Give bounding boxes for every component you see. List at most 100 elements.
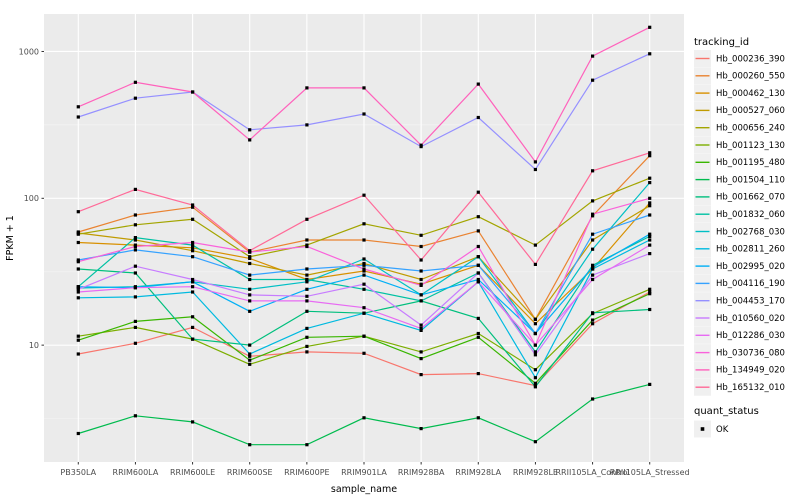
data-point: [419, 293, 423, 297]
data-point: [248, 293, 252, 297]
data-point: [476, 115, 480, 120]
data-point: [533, 376, 537, 380]
data-point: [133, 187, 137, 191]
data-point: [648, 201, 652, 205]
data-point: [362, 261, 366, 266]
x-tick-label: RRIM901LA: [341, 468, 387, 477]
data-point: [248, 287, 252, 291]
data-point: [362, 238, 366, 242]
data-point: [133, 236, 137, 240]
data-point: [419, 427, 423, 431]
data-point: [591, 397, 595, 401]
data-point: [133, 271, 137, 275]
data-point: [191, 277, 195, 282]
data-point: [133, 264, 137, 268]
data-point: [419, 233, 423, 237]
data-point: [76, 210, 80, 214]
data-point: [133, 295, 137, 299]
y-tick-label: 100: [24, 194, 39, 203]
data-point: [133, 414, 137, 418]
data-point: [476, 372, 480, 376]
data-point: [362, 311, 366, 315]
legend-label: Hb_002995_020: [716, 262, 785, 272]
data-point: [133, 325, 137, 329]
legend: Hb_000236_390 Hb_000260_550 Hb_000462_130 H…: [694, 50, 785, 438]
legend-label: Hb_165132_010: [716, 383, 785, 393]
data-point: [133, 341, 137, 345]
data-point: [305, 335, 309, 339]
data-point: [419, 277, 423, 282]
data-point: [305, 123, 309, 127]
data-point: [248, 138, 252, 142]
data-point: [191, 240, 195, 245]
data-point: [362, 269, 366, 273]
data-point: [533, 243, 537, 247]
legend-label: Hb_001832_060: [716, 210, 785, 220]
data-point: [133, 238, 137, 242]
data-point: [305, 294, 309, 298]
data-point: [648, 234, 652, 238]
data-point: [305, 244, 309, 249]
data-point: [362, 222, 366, 226]
data-point: [476, 215, 480, 219]
data-point: [362, 193, 366, 197]
data-point: [133, 286, 137, 290]
data-point: [191, 280, 195, 284]
data-point: [362, 267, 366, 271]
data-point: [133, 213, 137, 217]
data-point: [305, 350, 309, 354]
data-point: [76, 258, 80, 262]
data-point: [648, 252, 652, 256]
legend-label: Hb_010560_020: [716, 314, 785, 324]
data-point: [76, 240, 80, 245]
data-point: [591, 322, 595, 326]
data-point: [476, 280, 480, 284]
data-point: [533, 343, 537, 347]
legend-label: Hb_001123_130: [716, 141, 785, 151]
data-point: [305, 309, 309, 313]
legend-title-quant-status: quant_status: [694, 406, 759, 417]
data-point: [648, 238, 652, 242]
data-point: [648, 196, 652, 200]
data-point: [648, 25, 652, 29]
data-point: [133, 80, 137, 84]
x-tick-label: RRIM928BA: [398, 468, 445, 477]
data-point: [533, 262, 537, 266]
data-point: [305, 326, 309, 330]
data-point: [191, 337, 195, 341]
data-point: [591, 212, 595, 216]
data-point: [362, 416, 366, 420]
data-point: [476, 229, 480, 233]
legend-label: Hb_002768_030: [716, 227, 785, 237]
data-point: [248, 358, 252, 362]
x-tick-label: RRIM928LE: [513, 468, 558, 477]
data-point: [191, 325, 195, 329]
data-point: [76, 285, 80, 289]
data-point: [648, 307, 652, 312]
legend-label: Hb_000656_240: [716, 124, 785, 134]
y-axis-title: FPKM + 1: [5, 215, 16, 261]
data-point: [419, 299, 423, 303]
data-point: [76, 260, 80, 264]
data-point: [305, 86, 309, 90]
data-point: [591, 199, 595, 203]
data-point: [248, 128, 252, 132]
data-point: [133, 223, 137, 227]
data-point: [362, 287, 366, 291]
data-point: [191, 243, 195, 247]
data-point: [648, 151, 652, 155]
data-point: [305, 299, 309, 303]
data-point: [362, 306, 366, 310]
data-point: [305, 443, 309, 447]
data-point: [648, 181, 652, 185]
data-point: [248, 273, 252, 277]
data-point: [191, 290, 195, 294]
data-point: [419, 357, 423, 361]
data-point: [476, 316, 480, 320]
data-point: [76, 296, 80, 300]
x-tick-label: RRIM600LA: [113, 468, 159, 477]
data-point: [648, 204, 652, 208]
data-point: [648, 52, 652, 56]
data-point: [248, 256, 252, 260]
